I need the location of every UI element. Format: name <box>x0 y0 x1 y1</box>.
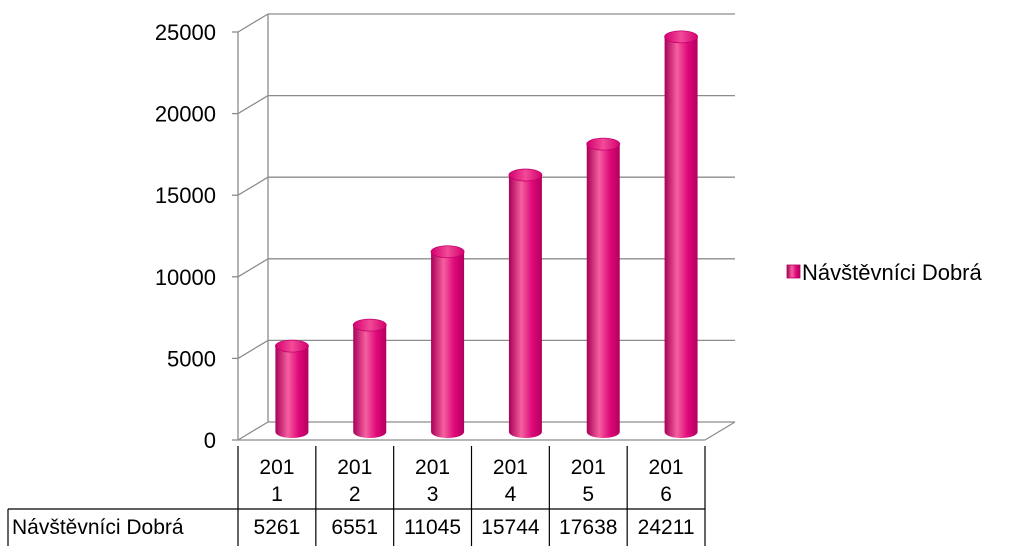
bar-body <box>353 325 387 438</box>
bar-top <box>586 137 621 151</box>
bar-top <box>430 245 465 259</box>
legend-label: Návštěvníci Dobrá <box>802 260 983 285</box>
bar-top <box>508 168 543 182</box>
x-tick-label: 201 <box>415 456 450 479</box>
table-value: 15744 <box>481 516 540 539</box>
table-value: 5261 <box>254 516 301 539</box>
x-tick-label: 3 <box>427 483 439 506</box>
bar <box>430 245 465 438</box>
x-tick-label: 1 <box>271 483 283 506</box>
bar-top <box>275 339 309 353</box>
bar-body <box>431 251 465 438</box>
gridline-diag <box>237 95 269 115</box>
y-axis-ticks: 0 5000 10000 15000 20000 25000 <box>155 20 238 453</box>
table-value: 17638 <box>559 516 617 539</box>
gridline-diag <box>237 339 269 359</box>
bar-body <box>508 175 542 438</box>
bar <box>508 168 543 438</box>
y-tick-label: 15000 <box>155 183 216 208</box>
x-tick-label: 5 <box>582 483 594 506</box>
x-tick-label: 201 <box>571 456 606 479</box>
gridline-diag <box>237 176 269 196</box>
y-tick-label: 0 <box>204 428 216 453</box>
legend: Návštěvníci Dobrá <box>786 260 983 285</box>
bar-top <box>664 30 698 44</box>
table-value: 24211 <box>638 516 695 539</box>
y-tick-label: 5000 <box>167 346 216 371</box>
bars <box>275 30 698 439</box>
x-tick-label: 201 <box>493 456 528 479</box>
legend-swatch <box>786 264 801 279</box>
gridline-diag <box>237 258 269 278</box>
bar-body <box>586 144 620 439</box>
y-tick-label: 20000 <box>155 102 216 127</box>
table-row-label: Návštěvníci Dobrá <box>12 516 184 539</box>
bar-body <box>664 36 698 439</box>
gridlines <box>237 13 736 441</box>
bar <box>586 137 621 439</box>
gridline-diag <box>237 421 269 441</box>
table-value: 11045 <box>404 516 461 539</box>
y-tick-label: 25000 <box>155 20 216 45</box>
bar <box>275 339 309 438</box>
floor-right-edge <box>704 421 736 441</box>
bar <box>664 30 698 439</box>
bar-top <box>352 318 387 332</box>
table-value: 6551 <box>331 516 378 539</box>
bar <box>352 318 387 438</box>
bar-body <box>275 346 309 438</box>
x-tick-label: 4 <box>505 483 517 506</box>
data-table: 201 1 201 2 201 3 201 4 201 5 201 6 Návštěvníci Dobr… <box>7 446 706 546</box>
x-tick-label: 2 <box>349 483 361 506</box>
x-tick-label: 201 <box>259 456 294 479</box>
y-tick-label: 10000 <box>155 265 216 290</box>
gridline-diag <box>237 13 269 33</box>
x-tick-label: 6 <box>660 483 672 506</box>
x-tick-label: 201 <box>649 456 684 479</box>
x-tick-label: 201 <box>337 456 372 479</box>
